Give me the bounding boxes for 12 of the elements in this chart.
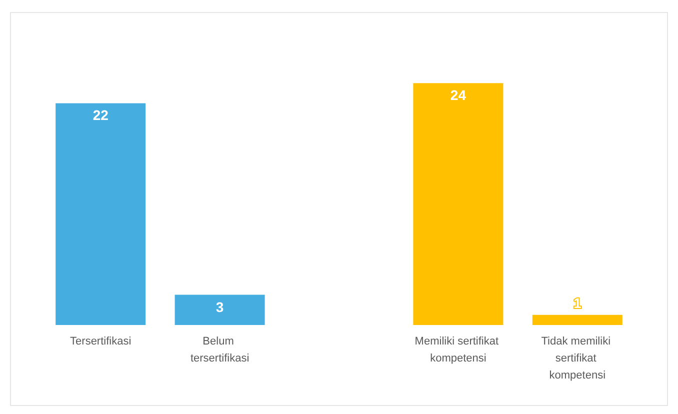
data-label: 3	[216, 298, 224, 315]
x-tick-label: Memiliki sertifikat kompetensi	[414, 336, 502, 364]
bar	[56, 103, 146, 325]
data-label: 1	[574, 294, 582, 311]
x-tick-label: Tersertifikasi	[70, 336, 132, 348]
x-tick-label: Tidak memiliki sertifikat kompetensi	[541, 336, 614, 382]
bar	[413, 83, 504, 325]
x-tick-label: Belum tersertifikasi	[190, 336, 250, 364]
data-label: 22	[92, 107, 109, 124]
data-label: 24	[450, 87, 466, 104]
bar	[532, 314, 622, 325]
bar	[174, 294, 265, 325]
